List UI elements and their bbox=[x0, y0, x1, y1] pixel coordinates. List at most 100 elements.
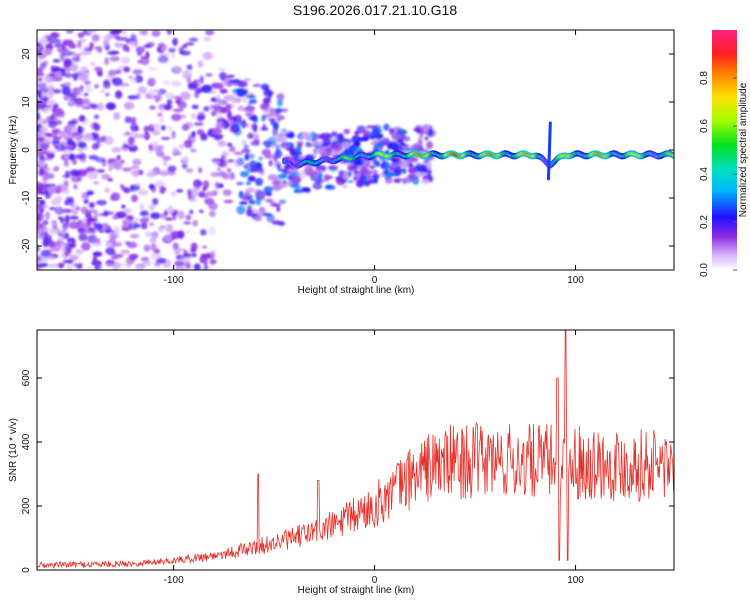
spectrogram-cell bbox=[62, 189, 70, 195]
spectrogram-cell bbox=[261, 114, 266, 122]
spectrogram-cell bbox=[64, 81, 71, 86]
spectrogram-cell bbox=[234, 152, 241, 156]
spectrogram-cell bbox=[226, 74, 235, 79]
spectrogram-cell bbox=[42, 238, 49, 248]
spectrogram-cell bbox=[143, 217, 150, 221]
spectrogram-cell bbox=[272, 128, 279, 137]
spectrogram-cell bbox=[228, 79, 240, 83]
spectrogram-cell bbox=[37, 112, 41, 121]
spectrogram-cell bbox=[145, 51, 150, 59]
spectrogram-cell bbox=[114, 161, 123, 170]
spectrogram-cell bbox=[301, 132, 309, 139]
spectrogram-cell bbox=[104, 57, 109, 66]
spectrogram-cell bbox=[210, 172, 221, 177]
spectrogram-cell bbox=[191, 104, 199, 110]
spectrogram-cell bbox=[53, 107, 64, 117]
spectrogram-cell bbox=[100, 173, 111, 180]
spectrogram-cell bbox=[129, 233, 140, 239]
spectrogram-cell bbox=[399, 160, 410, 168]
spectrogram-cell bbox=[202, 180, 210, 190]
spectrogram-cell bbox=[46, 99, 56, 106]
spectrogram-cell bbox=[187, 81, 199, 90]
spectrogram-cell bbox=[254, 188, 263, 198]
spectrogram-cell bbox=[226, 142, 233, 147]
spectrogram-cell bbox=[88, 155, 99, 160]
spectrogram-cell bbox=[159, 212, 167, 219]
spectrogram-cell bbox=[255, 167, 264, 173]
spectrogram-cell bbox=[186, 64, 193, 71]
spectrogram-cell bbox=[415, 162, 422, 171]
spectrogram-cell bbox=[217, 140, 227, 147]
spectrogram-cell bbox=[65, 259, 74, 264]
spectrogram-cell bbox=[157, 112, 163, 117]
spectrogram-cell bbox=[133, 132, 140, 140]
spectrogram-cell bbox=[273, 134, 284, 143]
spectrogram-cell bbox=[86, 212, 92, 217]
spectrogram-cell bbox=[94, 223, 103, 231]
spectrogram-cell bbox=[139, 203, 144, 212]
spectrogram-cell bbox=[120, 56, 131, 64]
spectrogram-cell bbox=[54, 185, 62, 195]
spectrogram-cell bbox=[112, 77, 123, 87]
spectrogram-cell bbox=[278, 115, 285, 121]
spectrogram-cell bbox=[222, 189, 232, 196]
spectrogram-cell bbox=[137, 60, 143, 64]
spectrogram-cell bbox=[245, 162, 250, 168]
spectrogram-cell bbox=[159, 185, 166, 195]
spectrogram-cell bbox=[76, 91, 83, 96]
spectrogram-cell bbox=[347, 179, 354, 184]
spectrogram-cell bbox=[37, 211, 44, 221]
spectrogram-y-axis-label: Frequency (Hz) bbox=[8, 116, 19, 185]
spectrogram-cell bbox=[347, 164, 358, 172]
spectrogram-cell bbox=[285, 132, 292, 138]
spectrogram-cell bbox=[68, 120, 78, 125]
spectrogram-cell bbox=[263, 89, 274, 97]
spectrogram-cell bbox=[245, 95, 257, 99]
spectrogram-cell bbox=[54, 206, 62, 214]
spectrogram-cell bbox=[65, 215, 70, 225]
spectrogram-cell bbox=[150, 212, 161, 220]
spectrogram-cell bbox=[211, 189, 220, 193]
spectrogram-cell bbox=[45, 211, 51, 220]
spectrogram-cell bbox=[149, 222, 154, 227]
spectrogram-cell bbox=[157, 225, 165, 233]
spectrogram-cell bbox=[197, 191, 206, 197]
spectrogram-cell bbox=[426, 140, 433, 150]
spectrogram-cell bbox=[116, 154, 121, 161]
spectrogram-cell bbox=[90, 61, 96, 67]
spectrogram-cell bbox=[262, 97, 271, 105]
spectrogram-cell bbox=[93, 181, 100, 185]
spectrogram-cell bbox=[223, 199, 234, 204]
spectrogram-cell bbox=[263, 150, 272, 159]
spectrogram-cell bbox=[75, 206, 81, 211]
spectrogram-cell bbox=[183, 139, 193, 149]
spectrogram-cell bbox=[185, 214, 192, 221]
spectrogram-cell bbox=[171, 113, 182, 122]
spectrogram-cell bbox=[109, 233, 117, 243]
spectrogram-cell bbox=[264, 141, 272, 149]
spectrogram-cell bbox=[191, 189, 198, 198]
spectrogram-cell bbox=[245, 187, 256, 193]
spectrogram-cell bbox=[62, 39, 74, 44]
spectrogram-cell bbox=[96, 137, 107, 143]
spectrogram-cell bbox=[245, 181, 251, 186]
spectrogram-cell bbox=[276, 163, 282, 170]
spectrogram-cell bbox=[338, 169, 345, 177]
spectrogram-cell bbox=[149, 236, 157, 244]
spectrogram-cell bbox=[194, 90, 200, 99]
spectrogram-cell bbox=[124, 116, 132, 124]
spectrogram-cell bbox=[106, 50, 118, 55]
spectrogram-cell bbox=[245, 110, 255, 117]
spectrogram-cell bbox=[42, 48, 53, 54]
spectrogram-cell bbox=[174, 260, 185, 267]
spectrogram-cell bbox=[403, 177, 413, 184]
spectrogram-cell bbox=[41, 118, 48, 125]
spectrogram-cell bbox=[136, 133, 148, 139]
spectrogram-cell bbox=[52, 225, 58, 229]
spectrogram-cell bbox=[81, 242, 91, 251]
spectrogram-cell bbox=[93, 123, 101, 131]
spectrogram-noise-field bbox=[37, 30, 437, 270]
spectrogram-cell bbox=[246, 208, 253, 217]
spectrogram-cell bbox=[93, 210, 99, 220]
spectrogram-cell bbox=[293, 153, 299, 160]
